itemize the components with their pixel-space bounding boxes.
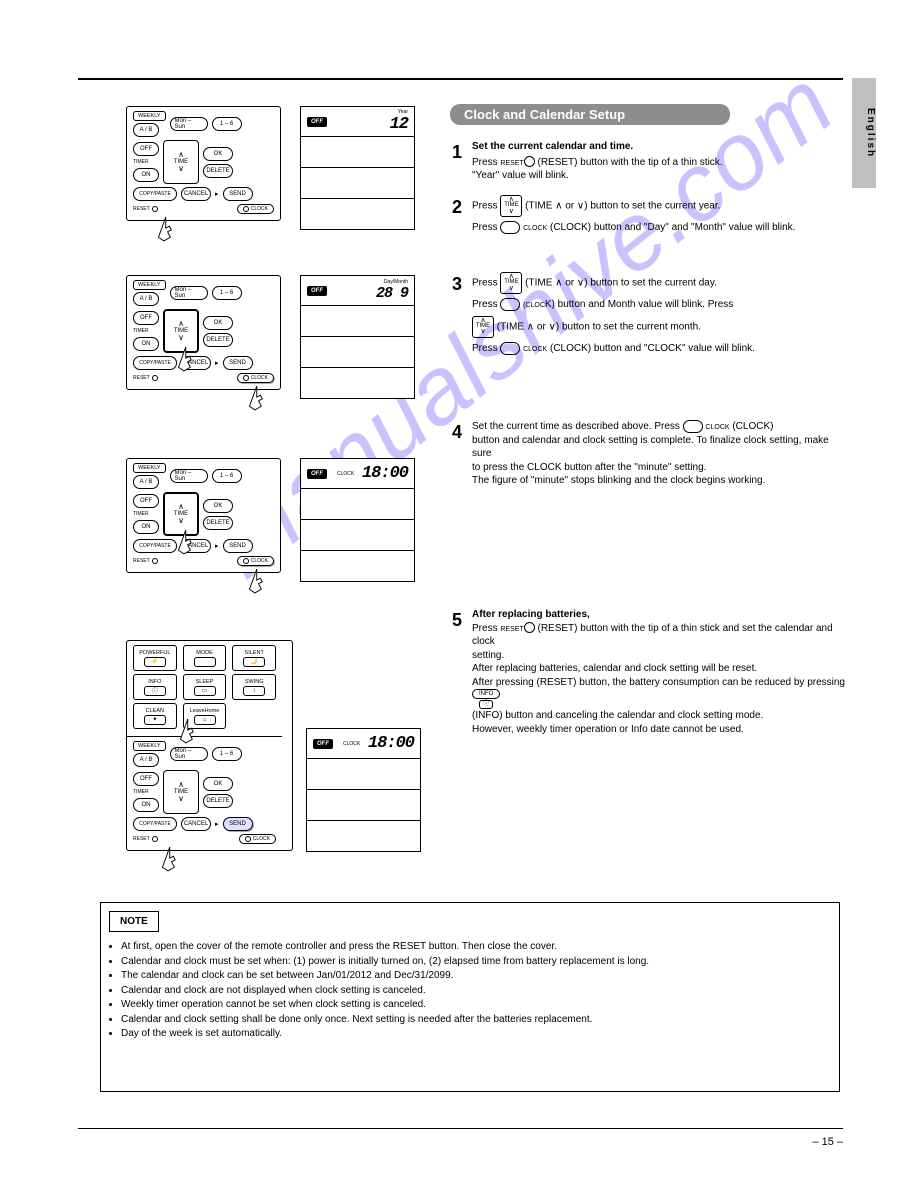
step1-text: 1 Set the current calendar and time. Pre… (452, 140, 847, 183)
clock-button-inline (500, 221, 520, 234)
daymonth-value: 28 9 (376, 285, 408, 302)
timer-label: TIMER (133, 159, 159, 165)
silent-button: SILENT🌙 (232, 645, 276, 671)
copypaste-button: COPY/PASTE (133, 187, 177, 201)
remote-panel-step3: WEEKLYA / B Mon – Sun 1 – 6 OFFTIMERON ∧… (126, 458, 281, 573)
ok-button: OK (203, 147, 233, 161)
sleep-button: SLEEP▭ (183, 674, 227, 700)
leavehome-button: LeaveHome⌂ (183, 703, 227, 729)
lcd-display-step4: OFF CLOCK 18:00 (306, 728, 421, 852)
mode-button: MODE (183, 645, 227, 671)
reset-circle-icon (524, 156, 535, 167)
step4-text: 4 Set the current time as described abov… (452, 420, 847, 488)
time-button-active: ∧TIME∨ (163, 309, 199, 353)
lcd-display-step1: OFF Year 12 (300, 106, 415, 230)
finger-pointer-icon (152, 214, 174, 244)
time-value: 18:00 (362, 464, 408, 483)
lcd-display-step2: OFF Day/Month 28 9 (300, 275, 415, 399)
delete-button: DELETE (203, 164, 233, 178)
top-rule (78, 78, 843, 80)
one-six-button: 1 – 6 (212, 117, 242, 131)
step2-text: 2 Press ∧TIME∨ (TIME ∧ or ∨) button to s… (452, 195, 847, 235)
up-arrow-icon: ∧ (178, 151, 184, 159)
off-button: OFF (133, 142, 159, 156)
time-button: ∧ TIME ∨ (163, 140, 199, 184)
clock-button-active: CLOCK (237, 373, 274, 383)
side-language-text: English (852, 78, 876, 188)
page-number: – 15 – (812, 1136, 843, 1148)
note-box: NOTE At first, open the cover of the rem… (100, 902, 840, 1092)
on-button: ON (133, 168, 159, 182)
step3-text: 3 Press ∧TIME∨ (TIME ∧ or ∨) button to s… (452, 272, 847, 355)
cancel-button: CANCEL (181, 187, 211, 201)
mon-sun-button: Mon – Sun (170, 117, 208, 131)
ab-button: A / B (133, 123, 159, 137)
lcd-display-step3: OFF CLOCK 18:00 (300, 458, 415, 582)
finger-pointer-icon (243, 383, 265, 413)
year-value: 12 (390, 115, 408, 134)
info-button-remote: INFOⓘ (133, 674, 177, 700)
weekly-button: WEEKLY (133, 111, 166, 121)
send-button: SEND (223, 187, 253, 201)
step5-text: 5 After replacing batteries, Press RESET… (452, 608, 847, 736)
note-tag: NOTE (109, 911, 159, 932)
bottom-rule (78, 1128, 843, 1129)
powerful-button: POWERFUL⚡ (133, 645, 177, 671)
note-list: At first, open the cover of the remote c… (109, 940, 831, 1042)
swing-button: SWING↕ (232, 674, 276, 700)
time-button-inline: ∧TIME∨ (500, 195, 522, 217)
clean-button: CLEAN✦ (133, 703, 177, 729)
down-arrow-icon: ∨ (178, 165, 184, 173)
remote-panel-step2: WEEKLYA / B Mon – Sun 1 – 6 OFFTIMERON ∧… (126, 275, 281, 390)
clock-button: CLOCK (237, 204, 274, 214)
info-button-inline: INFO ⓘ (472, 689, 500, 709)
reset-label: RESET (133, 206, 158, 212)
remote-panel-step1: WEEKLY A / B Mon – Sun 1 – 6 OFF TIMER O… (126, 106, 281, 221)
finger-pointer-icon (172, 344, 194, 374)
step-header: Clock and Calendar Setup (450, 104, 730, 125)
off-badge: OFF (307, 117, 327, 127)
remote-panel-step4: POWERFUL⚡ MODE SILENT🌙 INFOⓘ SLEEP▭ SWIN… (126, 640, 293, 851)
send-button-active: SEND (223, 817, 253, 831)
arrow-icon: ▸ (215, 190, 219, 198)
